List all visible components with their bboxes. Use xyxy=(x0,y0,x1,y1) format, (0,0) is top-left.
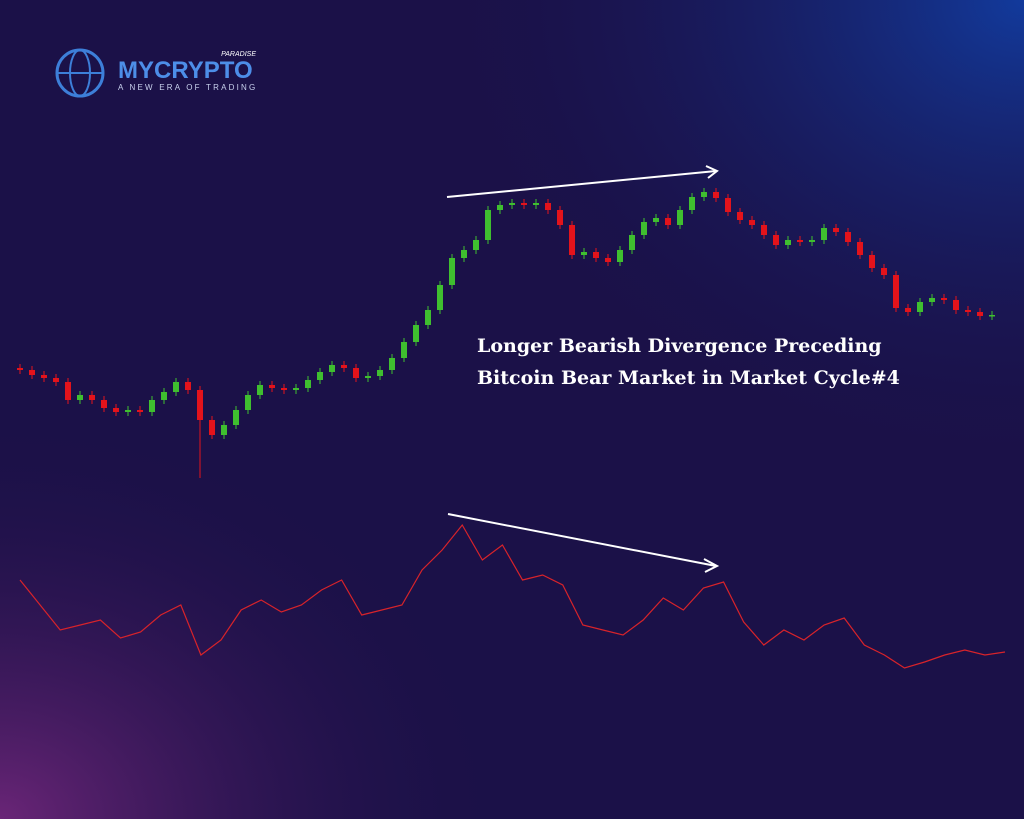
candle-body xyxy=(389,358,395,370)
logo-tagline: A NEW ERA OF TRADING xyxy=(118,83,257,92)
candle-body xyxy=(269,385,275,388)
candle-body xyxy=(317,372,323,380)
candle-body xyxy=(521,203,527,205)
candle-body xyxy=(977,312,983,316)
candle-body xyxy=(437,285,443,310)
candle-body xyxy=(689,197,695,210)
candle-body xyxy=(113,408,119,412)
candle-body xyxy=(461,250,467,258)
candle-body xyxy=(77,395,83,400)
candle-body xyxy=(89,395,95,400)
candle-body xyxy=(293,388,299,390)
candle-body xyxy=(365,376,371,378)
candle-body xyxy=(17,368,23,370)
candle-body xyxy=(185,382,191,390)
candle-body xyxy=(125,410,131,412)
candle-body xyxy=(953,300,959,310)
annotation-line: Bitcoin Bear Market in Market Cycle#4 xyxy=(477,367,900,389)
candle-body xyxy=(413,325,419,342)
candle-body xyxy=(905,308,911,312)
candle-body xyxy=(857,242,863,255)
candle-body xyxy=(941,298,947,300)
candle-body xyxy=(473,240,479,250)
candle-body xyxy=(821,228,827,240)
candle-body xyxy=(917,302,923,312)
candle-body xyxy=(257,385,263,395)
candle-body xyxy=(869,255,875,268)
candle-body xyxy=(161,392,167,400)
candle-body xyxy=(929,298,935,302)
candle-body xyxy=(401,342,407,358)
candle-body xyxy=(41,375,47,378)
candle-body xyxy=(881,268,887,275)
candle-body xyxy=(605,258,611,262)
indicator-arrowhead xyxy=(703,558,720,573)
candle-body xyxy=(845,232,851,242)
annotation-line: Longer Bearish Divergence Preceding xyxy=(477,335,882,357)
candle-body xyxy=(137,410,143,412)
candle-body xyxy=(965,310,971,312)
candle-body xyxy=(629,235,635,250)
candle-body xyxy=(797,240,803,242)
candle-body xyxy=(677,210,683,225)
candle-body xyxy=(65,382,71,400)
candle-body xyxy=(545,203,551,210)
candle-body xyxy=(533,203,539,205)
logo-badge: PARADISE xyxy=(221,51,256,58)
candle-body xyxy=(29,370,35,375)
indicator-line xyxy=(19,523,1006,669)
candle-body xyxy=(485,210,491,240)
candle-body xyxy=(737,212,743,220)
candle-body xyxy=(617,250,623,262)
candle-body xyxy=(557,210,563,225)
candle-body xyxy=(149,400,155,412)
divergence-arrows xyxy=(446,165,720,573)
candle-body xyxy=(989,315,995,317)
candle-body xyxy=(725,198,731,212)
candle-body xyxy=(173,382,179,392)
price-arrowhead xyxy=(705,165,719,179)
logo-brand: MYCRYPTO xyxy=(118,57,253,84)
candle-body xyxy=(581,252,587,255)
candle-body xyxy=(893,275,899,308)
indicator-arrow xyxy=(447,513,717,567)
candle-body xyxy=(233,410,239,425)
candle-body xyxy=(101,400,107,408)
logo: MYCRYPTO PARADISE A NEW ERA OF TRADING xyxy=(55,48,257,98)
candle-body xyxy=(641,222,647,235)
candle-body xyxy=(653,218,659,222)
candle-body xyxy=(701,192,707,197)
candle-body xyxy=(569,225,575,255)
candle-body xyxy=(53,378,59,382)
candle-body xyxy=(425,310,431,325)
candle-body xyxy=(329,365,335,372)
candle-body xyxy=(281,388,287,390)
candle-body xyxy=(197,390,203,420)
candle-body xyxy=(785,240,791,245)
candle-body xyxy=(809,240,815,242)
candle-body xyxy=(509,203,515,205)
candle-body xyxy=(593,252,599,258)
candle-body xyxy=(245,395,251,410)
candle-body xyxy=(497,205,503,210)
candle-body xyxy=(341,365,347,368)
candle-body xyxy=(209,420,215,435)
candle-body xyxy=(377,370,383,376)
price-arrow xyxy=(446,170,717,198)
candle-body xyxy=(761,225,767,235)
candle-body xyxy=(221,425,227,435)
candle-body xyxy=(833,228,839,232)
candle-body xyxy=(305,380,311,388)
candle-body xyxy=(749,220,755,225)
candle-body xyxy=(773,235,779,245)
candle-body xyxy=(353,368,359,378)
candle-body xyxy=(449,258,455,285)
candle-body xyxy=(713,192,719,198)
candle-body xyxy=(665,218,671,225)
